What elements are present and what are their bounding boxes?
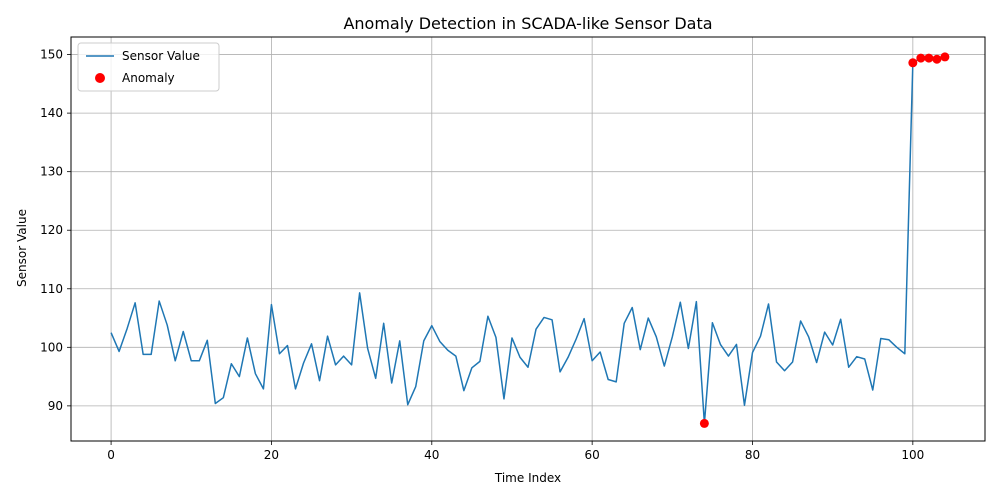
- x-tick-label: 0: [107, 448, 115, 462]
- anomaly-point: [908, 58, 918, 68]
- x-tick-label: 40: [424, 448, 439, 462]
- anomaly-point: [924, 53, 934, 63]
- legend-label-sensor-value: Sensor Value: [122, 49, 200, 63]
- plot-frame: [70, 36, 986, 442]
- y-axis-label: Sensor Value: [15, 209, 29, 287]
- y-tick-label: 100: [40, 340, 63, 354]
- y-tick-label: 150: [40, 48, 63, 62]
- y-tick-label: 120: [40, 223, 63, 237]
- anomaly-point: [940, 52, 950, 62]
- x-tick-label: 60: [584, 448, 599, 462]
- legend-marker-anomaly: [95, 73, 105, 83]
- series-line-sensor-value: [110, 56, 946, 425]
- y-tick-label: 90: [48, 399, 63, 413]
- chart-title: Anomaly Detection in SCADA-like Sensor D…: [343, 14, 712, 33]
- y-tick-label: 130: [40, 165, 63, 179]
- x-axis: 0 20 40 60 80 100: [107, 441, 924, 462]
- legend: Sensor Value Anomaly: [77, 42, 220, 92]
- y-tick-label: 140: [40, 106, 63, 120]
- anomaly-point: [916, 53, 926, 63]
- grid: [71, 37, 985, 441]
- y-axis: 90 100 110 120 130 140 150: [40, 48, 71, 413]
- anomaly-point: [932, 54, 942, 64]
- plot-area: [110, 52, 950, 428]
- x-tick-label: 20: [264, 448, 279, 462]
- x-axis-label: Time Index: [494, 471, 561, 485]
- legend-label-anomaly: Anomaly: [122, 71, 175, 85]
- legend-box: [77, 42, 220, 92]
- anomaly-point: [699, 418, 709, 428]
- x-tick-label: 80: [745, 448, 760, 462]
- x-tick-label: 100: [901, 448, 924, 462]
- y-tick-label: 110: [40, 282, 63, 296]
